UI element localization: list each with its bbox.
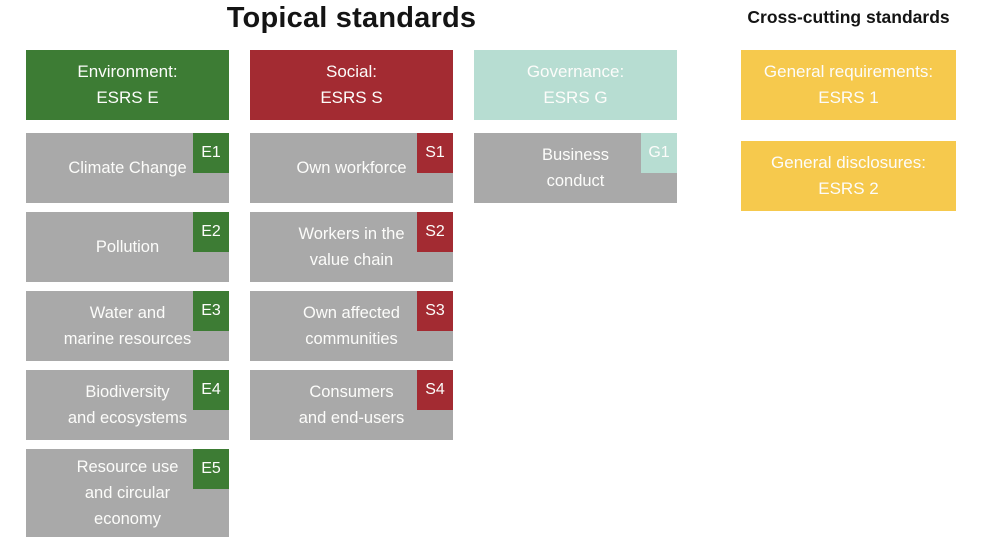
standard-code-tag: E3: [193, 291, 229, 331]
standard-code-tag: E1: [193, 133, 229, 173]
environment-header: Environment: ESRS E: [26, 50, 229, 120]
card-label: Own workforce: [296, 159, 407, 177]
standard-card-e1: Climate Change E1: [26, 133, 229, 203]
standard-code-tag: E5: [193, 449, 229, 489]
header-line: Governance:: [526, 62, 625, 81]
standard-card-e2: Pollution E2: [26, 212, 229, 282]
header-line: ESRS E: [96, 88, 159, 107]
card-label: General disclosures:: [771, 153, 926, 172]
standard-card-s3: Own affected communities S3: [250, 291, 453, 361]
standard-card-e3: Water and marine resources E3: [26, 291, 229, 361]
header-line: Environment:: [77, 62, 178, 81]
card-label: conduct: [546, 172, 605, 190]
social-header: Social: ESRS S: [250, 50, 453, 120]
card-label: Water and: [89, 304, 166, 322]
standard-code-tag: E2: [193, 212, 229, 252]
standard-card-s4: Consumers and end-users S4: [250, 370, 453, 440]
standard-code-tag: S2: [417, 212, 453, 252]
card-label: marine resources: [63, 330, 192, 348]
card-label: and ecosystems: [67, 409, 188, 427]
card-label: ESRS 1: [818, 88, 879, 107]
standard-card-e4: Biodiversity and ecosystems E4: [26, 370, 229, 440]
card-label: Workers in the: [298, 225, 405, 243]
cross-cutting-card-esrs1: General requirements: ESRS 1: [741, 50, 956, 120]
header-line: ESRS S: [320, 88, 383, 107]
column-social: Social: ESRS S Own workforce S1 Workers …: [250, 50, 453, 440]
governance-header: Governance: ESRS G: [474, 50, 677, 120]
topical-standards-title: Topical standards: [226, 2, 477, 34]
standard-card-g1: Business conduct G1: [474, 133, 677, 203]
standard-card-s1: Own workforce S1: [250, 133, 453, 203]
card-label: Climate Change: [68, 159, 187, 177]
card-label: Resource use: [76, 458, 179, 476]
standard-code-tag: E4: [193, 370, 229, 410]
standard-card-s2: Workers in the value chain S2: [250, 212, 453, 282]
standard-code-tag: G1: [641, 133, 677, 173]
card-label: and circular: [84, 484, 171, 502]
cross-cutting-standards-title: Cross-cutting standards: [747, 7, 950, 27]
cross-cutting-card-esrs2: General disclosures: ESRS 2: [741, 141, 956, 211]
card-label: and end-users: [298, 409, 405, 427]
card-label: Business: [542, 146, 609, 164]
column-cross-cutting: General requirements: ESRS 1 General dis…: [741, 50, 956, 211]
card-label: value chain: [309, 251, 394, 269]
column-governance: Governance: ESRS G Business conduct G1: [474, 50, 677, 203]
header-line: Social:: [325, 62, 378, 81]
card-label: Biodiversity: [85, 383, 170, 401]
card-label: Pollution: [95, 238, 160, 256]
standard-code-tag: S1: [417, 133, 453, 173]
column-environment: Environment: ESRS E Climate Change E1 Po…: [26, 50, 229, 537]
card-label: Consumers: [309, 383, 394, 401]
header-line: ESRS G: [543, 88, 608, 107]
card-label: communities: [305, 330, 398, 348]
standard-card-e5: Resource use and circular economy E5: [26, 449, 229, 537]
card-label: economy: [94, 510, 161, 528]
card-label: ESRS 2: [818, 179, 879, 198]
card-label: General requirements:: [763, 62, 934, 81]
standard-code-tag: S3: [417, 291, 453, 331]
standard-code-tag: S4: [417, 370, 453, 410]
card-label: Own affected: [303, 304, 400, 322]
